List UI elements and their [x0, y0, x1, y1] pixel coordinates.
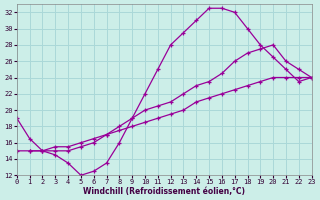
- X-axis label: Windchill (Refroidissement éolien,°C): Windchill (Refroidissement éolien,°C): [83, 187, 245, 196]
